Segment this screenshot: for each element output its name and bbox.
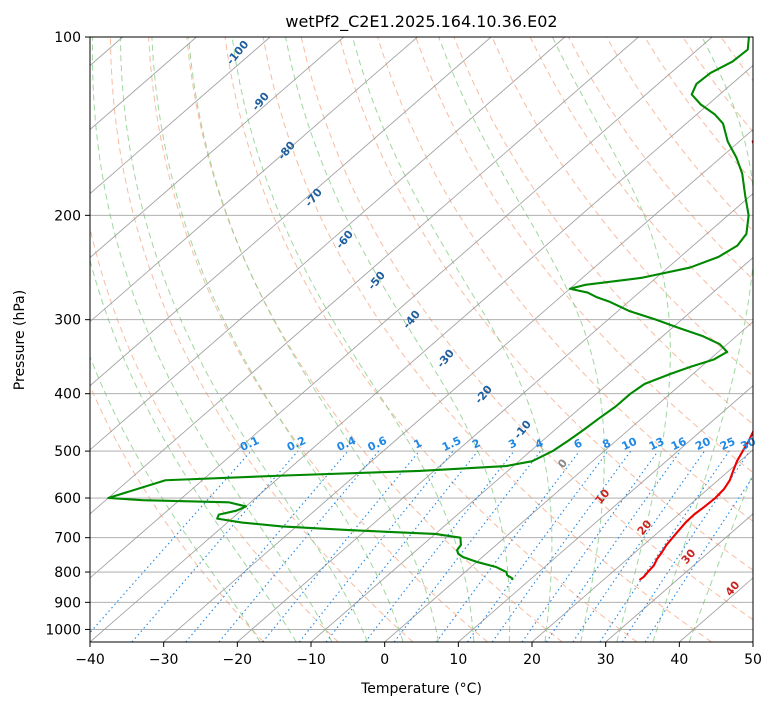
- dry-adiabat-line: [90, 226, 339, 642]
- x-tick-label: 20: [523, 652, 541, 668]
- isotherm-line: [237, 192, 753, 642]
- moist-adiabat-line: [119, 37, 369, 642]
- mixing-ratio-line: [545, 450, 681, 642]
- dry-adiabat-line: [453, 37, 753, 425]
- mixing-ratio-line: [599, 450, 730, 642]
- temperature-profile-line: [638, 139, 753, 581]
- mixing-ratio-line: [298, 450, 454, 642]
- isotherm-line: [384, 321, 753, 642]
- axes: −40 −30 −20 −10 0 10 20 30 40 50 1000 900 800 700 600 5…: [45, 30, 762, 668]
- x-tick-label: −10: [296, 652, 326, 668]
- y-tick-label: 200: [54, 208, 81, 224]
- x-tick-label: 50: [744, 652, 762, 668]
- isotherm-line: [90, 37, 492, 387]
- isotherm-line: [531, 449, 753, 642]
- y-tick-label: 300: [54, 313, 81, 329]
- x-tick-label: −30: [149, 652, 179, 668]
- mixing-ratio-label: 13: [647, 435, 666, 453]
- y-tick-label: 500: [54, 444, 81, 460]
- moist-adiabat-line: [688, 471, 753, 642]
- moist-adiabat-line: [187, 37, 439, 642]
- moist-adiabat-line: [652, 37, 753, 642]
- x-tick-label: −40: [75, 652, 105, 668]
- moist-adiabat-line: [352, 37, 553, 642]
- mixing-ratio-label: 16: [669, 435, 689, 453]
- x-tick-label: 10: [449, 652, 467, 668]
- dry-adiabat-line: [262, 37, 712, 642]
- isotherm-line: [310, 257, 753, 642]
- x-tick-label: 40: [670, 652, 688, 668]
- x-axis-title: Temperature (°C): [360, 681, 482, 697]
- isotherm-line: [605, 513, 753, 642]
- plot-area: [90, 37, 753, 642]
- moist-adiabat-line: [231, 37, 475, 642]
- mixing-ratio-line: [521, 450, 659, 642]
- y-tick-label: 400: [54, 387, 81, 403]
- dry-adiabat-line: [300, 37, 753, 621]
- isotherm-line: [163, 128, 753, 642]
- x-tick-label: 0: [380, 652, 389, 668]
- profiles: [107, 37, 753, 581]
- isotherm-line: [90, 37, 345, 259]
- x-tick-label: 30: [597, 652, 615, 668]
- dry-adiabat-line: [491, 37, 753, 377]
- plot-frame: [89, 36, 754, 643]
- mixing-ratio-label: 20: [693, 435, 713, 453]
- y-axis-title: Pressure (hPa): [12, 290, 28, 390]
- isotherms: [90, 37, 753, 642]
- isotherm-line: [90, 37, 271, 195]
- mixing-ratio-line: [572, 450, 705, 642]
- mixing-ratio-label: 25: [718, 435, 737, 453]
- mixing-ratio-label: 10: [620, 435, 640, 453]
- moist-adiabat-line: [438, 37, 605, 642]
- moist-adiabats: [90, 37, 753, 642]
- y-tick-label: 600: [54, 491, 81, 507]
- y-tick-label: 900: [54, 595, 81, 611]
- mixing-ratio-line: [393, 450, 542, 642]
- isotherm-line: [90, 37, 639, 515]
- dry-adiabat-line: [338, 37, 753, 571]
- dry-adiabat-line: [415, 37, 753, 474]
- moist-adiabat-line: [285, 37, 511, 642]
- y-tick-label: 1000: [45, 622, 81, 638]
- dry-adiabat-line: [529, 37, 753, 329]
- mixing-ratio-line: [325, 450, 479, 642]
- isotherm-line: [458, 385, 753, 642]
- isotherm-line: [90, 37, 566, 451]
- dewpoint-profile-line: [107, 37, 750, 581]
- y-tick-label: 800: [54, 565, 81, 581]
- mixing-ratio-line: [644, 475, 753, 642]
- isotherm-line: [90, 37, 713, 579]
- isobars: [90, 37, 753, 630]
- moist-adiabat-line: [91, 37, 333, 642]
- dry-adiabat-line: [148, 37, 488, 642]
- isotherm-line: [90, 64, 753, 642]
- mixing-ratio-line: [90, 450, 252, 634]
- x-tick-label: −20: [223, 652, 253, 668]
- moist-adiabat-line: [151, 37, 404, 642]
- y-tick-label: 100: [54, 30, 81, 46]
- dry-adiabat-line: [224, 37, 638, 642]
- moist-adiabat-line: [90, 355, 261, 642]
- isotherm-line: [90, 37, 418, 323]
- y-tick-label: 700: [54, 531, 81, 547]
- chart-title: wetPf2_C2E1.2025.164.10.36.E02: [285, 12, 557, 32]
- moist-adiabat-line: [90, 258, 297, 642]
